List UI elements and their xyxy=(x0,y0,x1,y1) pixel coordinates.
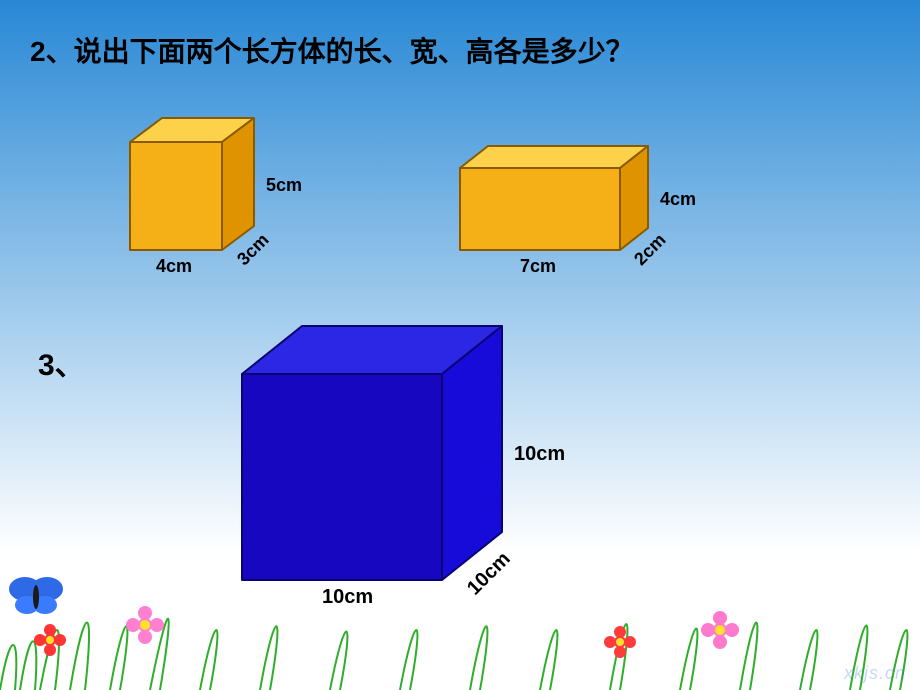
question-3-number: 3、 xyxy=(38,349,85,382)
footer-decoration xyxy=(0,570,920,690)
question-2-number: 2、 xyxy=(30,36,74,67)
question-2: 2、说出下面两个长方体的长、宽、高各是多少？ xyxy=(30,30,634,70)
slide-stage: 2、说出下面两个长方体的长、宽、高各是多少？ 5cm 3cm 4cm 4cm 2… xyxy=(0,0,920,690)
cuboid-2 xyxy=(460,146,650,252)
question-2-text: 说出下面两个长方体的长、宽、高各是多少？ xyxy=(74,36,634,67)
cube xyxy=(242,326,504,582)
cuboid-1 xyxy=(130,118,256,252)
watermark: xkjs.cn xyxy=(844,663,906,684)
cuboid-1-length-label: 4cm xyxy=(156,256,192,277)
cuboid-1-height-label: 5cm xyxy=(266,175,302,196)
cube-height-label: 10cm xyxy=(514,443,565,466)
cube-length-label: 10cm xyxy=(322,586,373,609)
question-3: 3、 xyxy=(38,340,85,384)
cuboid-2-length-label: 7cm xyxy=(520,256,556,277)
cuboid-2-height-label: 4cm xyxy=(660,189,696,210)
